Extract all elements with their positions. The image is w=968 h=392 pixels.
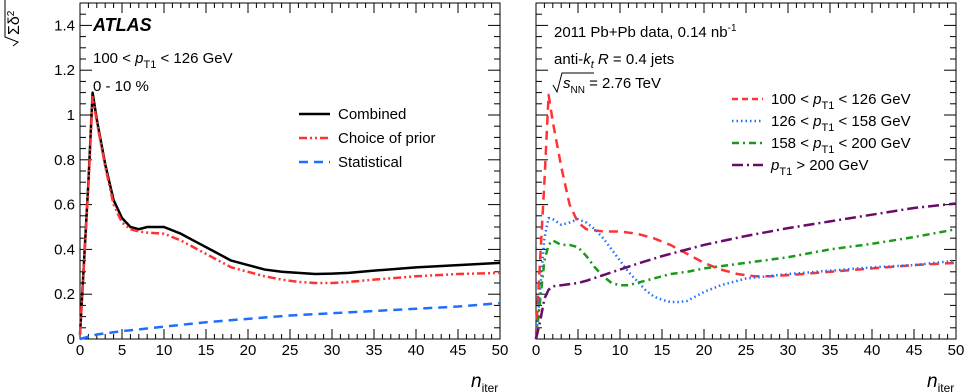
x-tick-label: 10 xyxy=(612,342,629,359)
sqrt-symbol xyxy=(552,72,594,94)
x-tick-label: 45 xyxy=(450,342,467,359)
left-annotation-centrality: 0 - 10 % xyxy=(93,78,149,95)
left-annotation-pt-range: 100 < pT1 < 126 GeV xyxy=(93,50,233,71)
x-tick-label: 30 xyxy=(780,342,797,359)
x-tick-label: 0 xyxy=(76,342,84,359)
ylabel-text: Σδ2 xyxy=(6,10,24,35)
x-tick-label: 40 xyxy=(408,342,425,359)
x-tick-label: 25 xyxy=(738,342,755,359)
x-tick-label: 5 xyxy=(118,342,126,359)
left-legend: Combined Choice of prior Statistical xyxy=(299,106,436,171)
legend-label-pt158: 158 < pT1 < 200 GeV xyxy=(771,135,911,156)
y-tick-label: 0 xyxy=(67,331,75,348)
legend-label-combined: Combined xyxy=(338,106,406,123)
x-tick-label: 5 xyxy=(574,342,582,359)
sqrt-s-label: sNN = 2.76 TeV xyxy=(563,75,661,96)
x-tick-label: 45 xyxy=(906,342,923,359)
left-y-axis-label: Σδ2 xyxy=(4,0,24,47)
series-line xyxy=(78,95,501,335)
y-tick-label: 0.8 xyxy=(54,152,75,169)
ylabel-radical xyxy=(4,0,19,47)
legend-label-statistical: Statistical xyxy=(338,154,402,171)
x-tick-label: 15 xyxy=(198,342,215,359)
legend-label-pt200: pT1 > 200 GeV xyxy=(770,157,869,178)
legend-label-pt100: 100 < pT1 < 126 GeV xyxy=(771,91,911,112)
x-tick-label: 50 xyxy=(492,342,509,359)
x-tick-label: 20 xyxy=(240,342,257,359)
series-line xyxy=(534,228,957,340)
legend-label-pt126: 126 < pT1 < 158 GeV xyxy=(771,113,911,134)
atlas-label: ATLAS xyxy=(92,15,152,35)
right-annotation-dataset: 2011 Pb+Pb data, 0.14 nb-1 xyxy=(554,23,737,41)
right-annotation-energy: sNN = 2.76 TeV xyxy=(552,72,661,96)
y-tick-label: 1 xyxy=(67,107,75,124)
left-panel: 0 5 10 15 20 25 30 35 40 45 50 0 0.2 0.4 0.6 0.8 1 1.2 1.4… xyxy=(4,0,509,359)
right-legend: 100 < pT1 < 126 GeV 126 < pT1 < 158 GeV … xyxy=(732,91,911,178)
x-tick-label: 35 xyxy=(822,342,839,359)
right-annotation-jets: anti-kt R = 0.4 jets xyxy=(554,51,674,71)
series-line xyxy=(534,202,957,340)
x-tick-label: 10 xyxy=(156,342,173,359)
legend-label-prior: Choice of prior xyxy=(338,130,436,147)
y-tick-label: 0.4 xyxy=(54,241,75,258)
y-tick-label: 0.6 xyxy=(54,197,75,214)
x-tick-label: 15 xyxy=(654,342,671,359)
x-tick-label: 0 xyxy=(532,342,540,359)
x-tick-label: 35 xyxy=(366,342,383,359)
right-x-axis-label: niter xyxy=(927,371,954,392)
y-tick-label: 0.2 xyxy=(54,286,75,303)
left-series-lines xyxy=(78,91,501,341)
x-tick-label: 30 xyxy=(324,342,341,359)
x-tick-label: 40 xyxy=(864,342,881,359)
x-tick-label: 25 xyxy=(282,342,299,359)
y-tick-label: 1.2 xyxy=(54,62,75,79)
series-line xyxy=(78,91,501,335)
x-tick-label: 50 xyxy=(948,342,965,359)
series-line xyxy=(79,301,501,341)
left-x-axis-label: niter xyxy=(471,371,498,392)
right-panel: 0 5 10 15 20 25 30 35 40 45 50 2011 Pb+Pb data, 0.… xyxy=(532,2,965,359)
right-series-lines xyxy=(534,93,957,340)
y-tick-label: 1.4 xyxy=(54,17,75,34)
x-tick-label: 20 xyxy=(696,342,713,359)
series-line xyxy=(534,216,957,340)
series-line xyxy=(534,93,957,335)
